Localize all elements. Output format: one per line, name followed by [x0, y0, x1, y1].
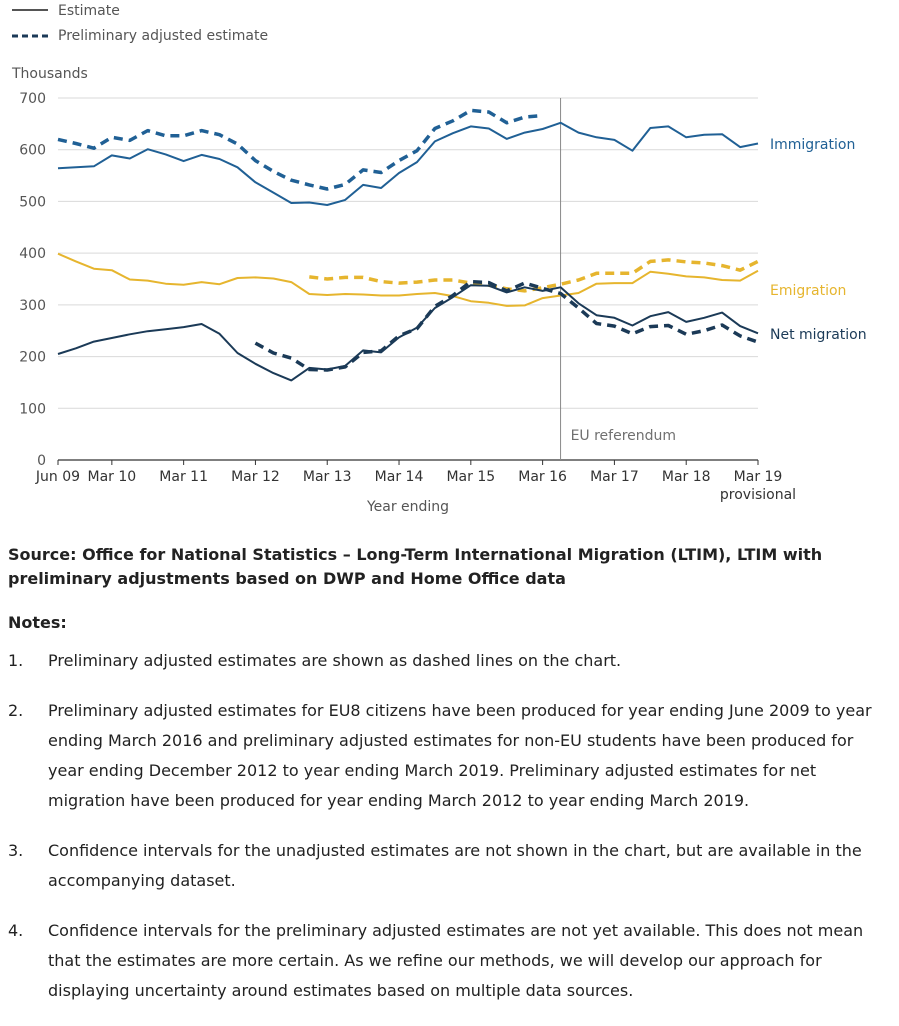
x-tick-label: Mar 11 [159, 469, 208, 485]
x-axis-label: Year ending [366, 499, 449, 515]
y-axis-label: Thousands [11, 66, 88, 82]
note-number: 3. [8, 841, 24, 860]
note-number: 2. [8, 701, 24, 720]
note-number: 1. [8, 651, 24, 670]
note-item: 2. Preliminary adjusted estimates for EU… [8, 696, 888, 816]
series-label-emigration: Emigration [770, 283, 846, 299]
x-tick-sublabel: provisional [720, 487, 796, 503]
series-label-immigration: Immigration [770, 137, 855, 153]
immigration-adjusted-line [57, 108, 543, 191]
y-tick-labels: 0 100 200 300 400 500 600 700 [19, 91, 46, 469]
x-tick-label: Mar 18 [662, 469, 711, 485]
migration-line-chart: Estimate Preliminary adjusted estimate T… [11, 3, 867, 515]
x-tick-label: Mar 14 [375, 469, 424, 485]
y-tick-label: 700 [19, 91, 46, 107]
y-tick-label: 400 [19, 246, 46, 262]
y-tick-label: 300 [19, 298, 46, 314]
series-lines [57, 108, 759, 382]
note-number: 4. [8, 921, 24, 940]
source-text: Source: Office for National Statistics –… [8, 545, 823, 588]
annotations: EU referendum [560, 98, 676, 460]
note-item: 3. Confidence intervals for the unadjust… [8, 836, 888, 896]
x-tick-label: Mar 19 [734, 469, 783, 485]
emigration-estimate-line [57, 252, 759, 307]
legend: Estimate Preliminary adjusted estimate [12, 3, 268, 44]
x-tick-label: Jun 09 [35, 469, 80, 485]
y-tick-label: 600 [19, 143, 46, 159]
x-tick-label: Mar 13 [303, 469, 352, 485]
gridlines [58, 97, 758, 461]
y-tick-label: 100 [19, 401, 46, 417]
x-tick-labels: Jun 09 Mar 10 Mar 11 Mar 12 Mar 13 Mar 14 Mar … [35, 460, 796, 503]
immigration-estimate-line [57, 121, 759, 206]
notes-heading: Notes: [8, 613, 67, 632]
x-tick-label: Mar 16 [518, 469, 567, 485]
note-text: Confidence intervals for the unadjusted … [48, 841, 862, 890]
annotation-label: EU referendum [571, 428, 676, 444]
legend-label-preliminary: Preliminary adjusted estimate [58, 28, 268, 44]
legend-label-estimate: Estimate [58, 3, 120, 19]
net-migration-adjusted-line [254, 279, 759, 372]
y-tick-label: 0 [37, 453, 46, 469]
note-item: 1. Preliminary adjusted estimates are sh… [8, 646, 888, 676]
y-tick-label: 200 [19, 350, 46, 366]
series-label-net-migration: Net migration [770, 327, 867, 343]
note-item: 4. Confidence intervals for the prelimin… [8, 916, 888, 1006]
x-tick-label: Mar 17 [590, 469, 639, 485]
x-tick-label: Mar 10 [88, 469, 137, 485]
note-text: Confidence intervals for the preliminary… [48, 921, 864, 1000]
note-text: Preliminary adjusted estimates for EU8 c… [48, 701, 872, 810]
note-text: Preliminary adjusted estimates are shown… [48, 651, 622, 670]
notes-list: 1. Preliminary adjusted estimates are sh… [8, 646, 888, 1026]
y-tick-label: 500 [19, 194, 46, 210]
x-tick-label: Mar 12 [231, 469, 280, 485]
x-tick-label: Mar 15 [446, 469, 495, 485]
